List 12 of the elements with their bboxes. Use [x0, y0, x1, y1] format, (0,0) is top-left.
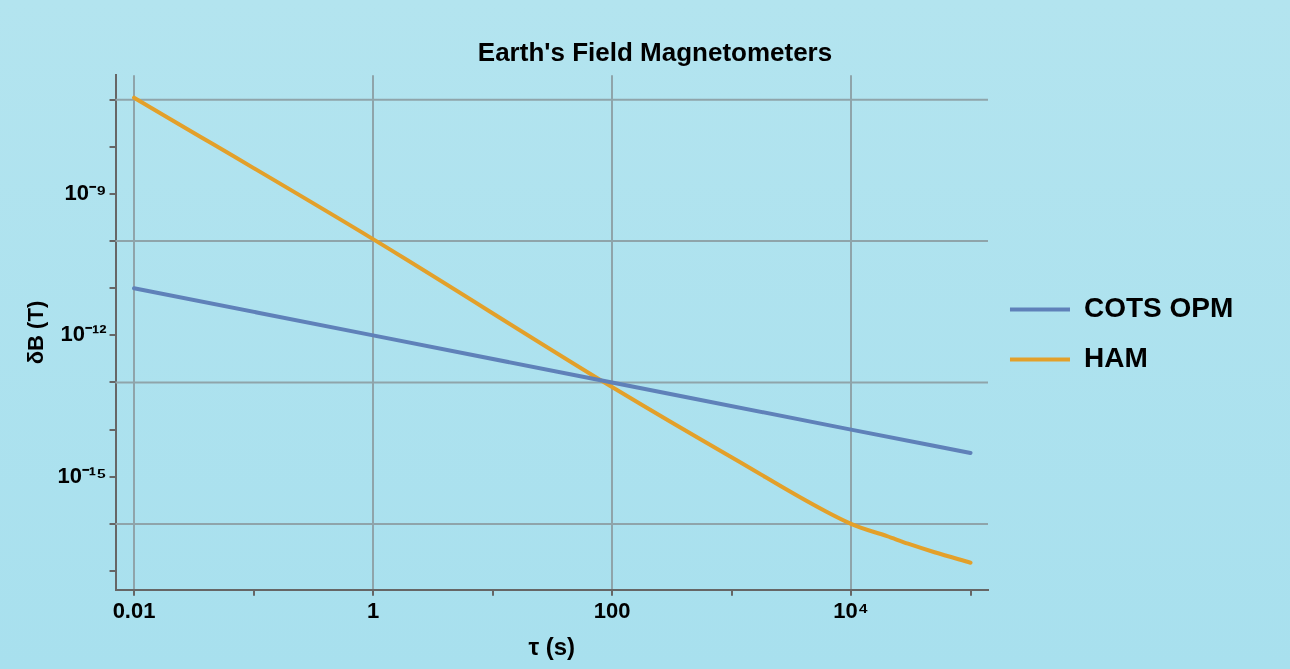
x-axis-title: τ (s) — [528, 633, 576, 661]
y-tick-label: 10⁻¹² — [60, 321, 107, 347]
x-tick-label: 0.01 — [112, 598, 156, 624]
x-tick-label: 1 — [366, 598, 380, 624]
y-axis-title: δB (T) — [23, 300, 49, 365]
x-tick-label: 10⁴ — [833, 598, 869, 624]
legend-label: COTS OPM — [1083, 292, 1280, 324]
y-tick-label: 10⁻⁹ — [64, 179, 107, 205]
chart-title: Earth's Field Magnetometers — [477, 36, 833, 67]
legend-label: HAM — [1083, 342, 1195, 374]
x-tick-label: 100 — [593, 598, 631, 624]
y-tick-label: 10⁻¹⁵ — [57, 462, 107, 488]
